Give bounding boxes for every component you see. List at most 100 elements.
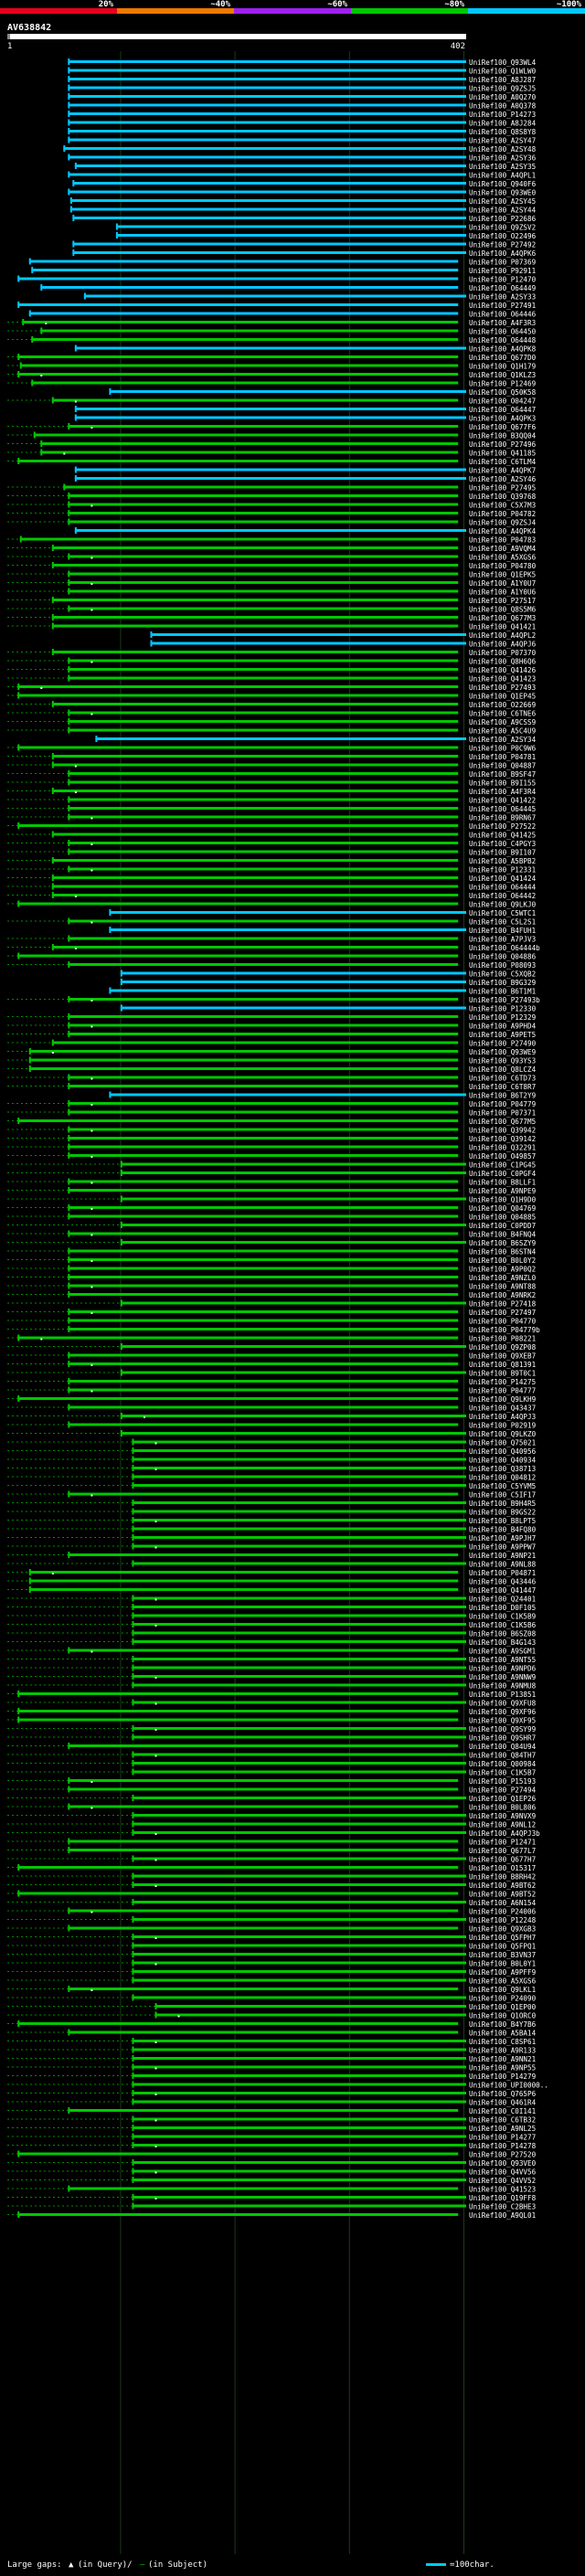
hit-row[interactable]: UniRef100_A5XGS6 (7, 1977, 537, 1986)
hit-row[interactable]: UniRef100_Q1EPK5 (7, 570, 536, 579)
hit-label[interactable]: UniRef100_A9NP21 (469, 1552, 537, 1560)
hit-row[interactable]: UniRef100_P04779 (7, 1100, 537, 1108)
hit-label[interactable]: UniRef100_Q43437 (469, 1405, 536, 1413)
hit-label[interactable]: UniRef100_Q04769 (469, 1204, 537, 1213)
hit-row[interactable]: UniRef100_P12330 (120, 1004, 537, 1013)
hit-label[interactable]: UniRef100_Q93VE0 (469, 2159, 537, 2168)
hit-row[interactable]: UniRef100_A9CSS9 (7, 718, 537, 726)
hit-row[interactable]: UniRef100_O64450 (7, 327, 537, 336)
hit-row[interactable]: UniRef100_A9PFF9 (7, 1968, 537, 1977)
hit-label[interactable]: UniRef100_P27495 (469, 484, 536, 493)
hit-label[interactable]: UniRef100_C5IF17 (469, 1491, 536, 1500)
hit-row[interactable]: UniRef100_Q1H9D0 (7, 1195, 537, 1204)
hit-row[interactable]: UniRef100_C6TNE6 (7, 709, 537, 718)
hit-label[interactable]: UniRef100_Q04885 (469, 1214, 536, 1222)
hit-label[interactable]: UniRef100_A4QPL2 (469, 631, 536, 640)
hit-row[interactable]: UniRef100_B9G329 (120, 979, 537, 987)
hit-row[interactable]: UniRef100_Q1KLZ3 (7, 371, 536, 379)
hit-label[interactable]: UniRef100_A9PET5 (469, 1031, 536, 1039)
hit-row[interactable]: UniRef100_P14278 (7, 2142, 537, 2150)
hit-row[interactable]: UniRef100_A9NT55 (7, 1656, 536, 1664)
hit-row[interactable]: UniRef100_P92911 (31, 267, 537, 275)
hit-label[interactable]: UniRef100_P27497 (469, 1309, 536, 1317)
hit-label[interactable]: UniRef100_A4QPK4 (469, 527, 537, 535)
hit-row[interactable]: UniRef100_A4QPL2 (150, 631, 536, 640)
hit-row[interactable]: UniRef100_B9T0C1 (7, 1369, 537, 1378)
hit-row[interactable]: UniRef100_A9VQM4 (7, 545, 537, 553)
hit-row[interactable]: UniRef100_A5XGS6 (7, 553, 537, 562)
hit-label[interactable]: UniRef100_A9PHD4 (469, 1023, 537, 1031)
hit-label[interactable]: UniRef100_Q9ZSJ5 (469, 85, 536, 93)
hit-label[interactable]: UniRef100_B6STN4 (469, 1248, 537, 1256)
hit-row[interactable]: UniRef100_P14279 (7, 2072, 537, 2081)
hit-label[interactable]: UniRef100_O64444 (469, 884, 537, 892)
hit-label[interactable]: UniRef100_B4Y7B6 (469, 2020, 537, 2029)
hit-label[interactable]: UniRef100_Q93WE9 (469, 1048, 537, 1056)
hit-label[interactable]: UniRef100_C5YVM5 (469, 1482, 536, 1490)
hit-row[interactable]: UniRef100_P27494 (7, 1786, 537, 1795)
hit-row[interactable]: UniRef100_A4QPK6 (72, 249, 537, 258)
hit-label[interactable]: UniRef100_B6SZY9 (469, 1239, 537, 1247)
hit-label[interactable]: UniRef100_Q9XEB7 (469, 1352, 536, 1361)
hit-row[interactable]: UniRef100_O64446 (28, 310, 537, 319)
hit-row[interactable]: UniRef100_P04777 (7, 1386, 536, 1395)
hit-row[interactable]: UniRef100_C5YVM5 (7, 1482, 536, 1490)
hit-label[interactable]: UniRef100_B0L0Y2 (469, 1256, 536, 1265)
hit-label[interactable]: UniRef100_Q75021 (469, 1439, 537, 1447)
hit-label[interactable]: UniRef100_B9RN67 (469, 814, 536, 822)
hit-row[interactable]: UniRef100_P24006 (7, 1907, 537, 1916)
hit-row[interactable]: UniRef100_C2BHE3 (7, 2202, 536, 2211)
hit-row[interactable]: UniRef100_A2SY46 (74, 475, 537, 483)
hit-label[interactable]: UniRef100_A4QPK8 (469, 345, 537, 354)
hit-label[interactable]: UniRef100_P04782 (469, 510, 536, 518)
hit-row[interactable]: UniRef100_Q81391 (7, 1361, 537, 1369)
hit-label[interactable]: UniRef100_P04779b (469, 1326, 540, 1334)
hit-row[interactable]: UniRef100_Q9XFU8 (7, 1699, 537, 1708)
hit-label[interactable]: UniRef100_Q1EP00 (469, 2003, 537, 2011)
hit-row[interactable]: UniRef100_Q41523 (7, 2185, 536, 2194)
hit-label[interactable]: UniRef100_C6T8R7 (469, 1083, 536, 1091)
hit-label[interactable]: UniRef100_B6T1M1 (469, 988, 537, 996)
hit-row[interactable]: UniRef100_Q677D0 (7, 354, 537, 362)
hit-label[interactable]: UniRef100_P04779 (469, 1100, 537, 1108)
hit-label[interactable]: UniRef100_C6TNE6 (469, 710, 537, 718)
hit-row[interactable]: UniRef100_P27495 (7, 483, 536, 493)
hit-label[interactable]: UniRef100_P07369 (469, 259, 537, 267)
hit-row[interactable]: UniRef100_C0PDD7 (7, 1222, 536, 1230)
hit-label[interactable]: UniRef100_A5XGS6 (469, 1977, 537, 1986)
hit-row[interactable]: UniRef100_A2SY45 (69, 197, 536, 206)
hit-label[interactable]: UniRef100_A9NN21 (469, 2055, 537, 2063)
hit-label[interactable]: UniRef100_A4QPL1 (469, 172, 537, 180)
hit-label[interactable]: UniRef100_Q39142 (469, 1135, 536, 1143)
hit-label[interactable]: UniRef100_A4QPK7 (469, 467, 536, 475)
hit-label[interactable]: UniRef100_C6TB32 (469, 2116, 536, 2125)
hit-label[interactable]: UniRef100_A4QPJ6 (469, 641, 537, 649)
hit-label[interactable]: UniRef100_A9NVX9 (469, 1812, 537, 1820)
hit-row[interactable]: UniRef100_B9I155 (7, 779, 536, 788)
hit-row[interactable]: UniRef100_C6TD73 (7, 1074, 536, 1083)
hit-row[interactable]: UniRef100_A2SY47 (68, 136, 536, 145)
hit-row[interactable]: UniRef100_P07369 (28, 258, 537, 267)
hit-row[interactable]: UniRef100_C1K5B6 (7, 1621, 537, 1629)
hit-row[interactable]: UniRef100_Q32291 (7, 1143, 537, 1152)
hit-label[interactable]: UniRef100_P12331 (469, 866, 537, 875)
hit-row[interactable]: UniRef100_A4QPK8 (74, 345, 537, 354)
hit-row[interactable]: UniRef100_A9NP55 (7, 2063, 536, 2072)
hit-label[interactable]: UniRef100_A7PJV3 (469, 936, 536, 944)
hit-label[interactable]: UniRef100_P27493 (469, 684, 536, 692)
hit-row[interactable]: UniRef100_A2SY48 (63, 145, 537, 154)
hit-row[interactable]: UniRef100_Q41426 (7, 666, 537, 674)
hit-label[interactable]: UniRef100_A5BA14 (469, 2030, 537, 2038)
hit-row[interactable]: UniRef100_C6T8R7 (7, 1083, 536, 1091)
hit-row[interactable]: UniRef100_O22496 (115, 232, 537, 240)
hit-label[interactable]: UniRef100_Q41421 (469, 623, 537, 631)
hit-label[interactable]: UniRef100_O64450 (469, 328, 537, 336)
hit-row[interactable]: UniRef100_A9PET5 (7, 1031, 536, 1039)
hit-label[interactable]: UniRef100_A9VQM4 (469, 545, 537, 553)
hit-row[interactable]: UniRef100_A9NL88 (7, 1560, 537, 1569)
hit-row[interactable]: UniRef100_A9BT62 (7, 1882, 536, 1890)
hit-row[interactable]: UniRef100_P27520 (7, 2150, 537, 2159)
hit-label[interactable]: UniRef100_Q93WE0 (469, 189, 537, 197)
hit-row[interactable]: UniRef100_B4FUH1 (109, 927, 537, 935)
hit-row[interactable]: UniRef100_A4F3R3 (7, 319, 536, 327)
